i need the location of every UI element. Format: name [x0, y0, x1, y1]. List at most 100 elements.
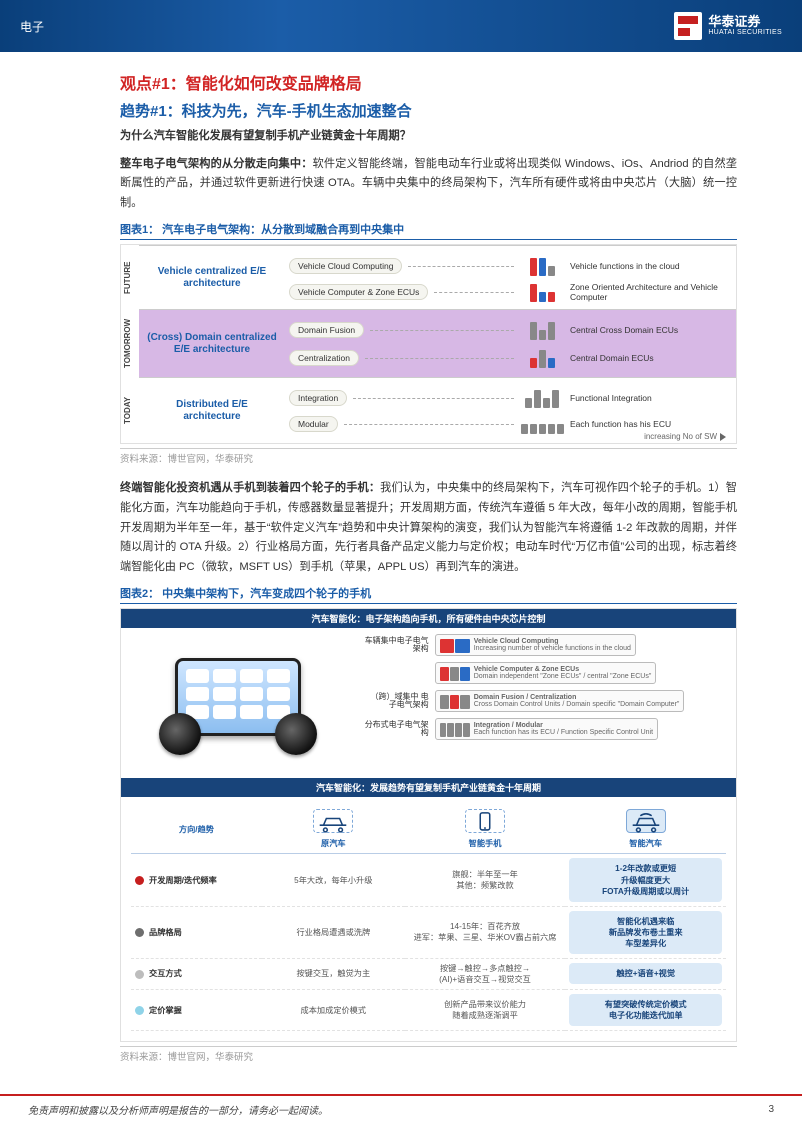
chart1-bubble: Domain Fusion [289, 322, 364, 338]
chart1-mini-icon [520, 256, 564, 276]
chart1-band-future: Vehicle centralized E/E architecture Veh… [139, 245, 736, 309]
table-row: 定价掌握成本加成定价模式创新产品带来议价能力随着成熟逐渐调平有望突破传统定价模式… [131, 989, 726, 1030]
smart-car-icon [626, 809, 666, 833]
section-title-viewpoint: 观点#1：智能化如何改变品牌格局 [120, 70, 737, 94]
table-cell: 交互方式 [131, 958, 262, 989]
carphone-icon [153, 653, 323, 753]
chart1-spacer [353, 398, 514, 399]
table-cell: 按键交互，触觉为主 [262, 958, 405, 989]
table-cell: 创新产品带来议价能力随着成熟逐渐调平 [405, 989, 566, 1030]
header-brand: 华泰证券 HUATAI SECURITIES [674, 12, 782, 40]
figure2-midbar: 汽车智能化：发展趋势有望复制手机产业链黄金十年周期 [121, 778, 736, 797]
ur-cn-label: （跨）域集中 电子电气架构 [363, 693, 435, 711]
report-header: 电子 华泰证券 HUATAI SECURITIES [0, 0, 802, 52]
figure1-chart-ee-architecture: FUTURE TOMORROW TODAY Vehicle centralize… [120, 244, 737, 444]
chart1-mini-icon [520, 282, 564, 302]
lead-question-bold: 为什么汽车智能化发展有望复制手机产业链黄金十年周期？ [120, 130, 411, 142]
table-header: 智能手机 [405, 805, 566, 854]
figure2-source: 资料来源：博世官网，华泰研究 [120, 1046, 737, 1063]
brand-cn: 华泰证券 [708, 15, 782, 29]
brand-en: HUATAI SECURITIES [708, 29, 782, 37]
chart1-row: Centralization Central Domain ECUs [289, 348, 730, 368]
figure2-carphone-illustration [121, 628, 355, 778]
para-arch-bold: 整车电子电气架构的从分散走向集中： [120, 158, 313, 170]
ur-row: （跨）域集中 电子电气架构 Domain Fusion / Centraliza… [363, 690, 728, 712]
chart1-spacer [344, 424, 514, 425]
chart1-arch-today: Distributed E/E architecture [147, 399, 277, 423]
chart1-mini-icon [520, 348, 564, 368]
chart1-band-tomorrow: (Cross) Domain centralized E/E architect… [139, 309, 736, 377]
table-cell: 旗舰：半年至一年其他：频繁改款 [405, 854, 566, 906]
table-cell: 智能化机遇来临新品牌发布卷土重来车型差异化 [565, 906, 726, 958]
table-header: 方向/趋势 [131, 805, 262, 854]
ur-row: 车辆集中电子电气架构 Vehicle Cloud ComputingIncrea… [363, 634, 728, 656]
chart1-spacer [408, 266, 514, 267]
figure2-topbar: 汽车智能化：电子架构趋向手机，所有硬件由中央芯片控制 [121, 609, 736, 628]
table-cell: 14-15年：百花齐放进军：苹果、三星、华米OV霸占前六席 [405, 906, 566, 958]
chart1-row: Domain Fusion Central Cross Domain ECUs [289, 320, 730, 340]
table-row: 交互方式按键交互，触觉为主按键→触控→多点触控→(AI)+语音交互→视觉交互触控… [131, 958, 726, 989]
figure2-comparison-table: 方向/趋势 原汽车 智能手机 智能汽车 [131, 805, 726, 1031]
table-cell: 有望突破传统定价模式电子化功能迭代加单 [565, 989, 726, 1030]
chart1-rlabel: Each function has his ECU [570, 419, 730, 429]
chart1-mini-icon [520, 320, 564, 340]
para-terminal-rest: 我们认为，中央集中的终局架构下，汽车可视作四个轮子的手机。1）智能化方面，汽车功… [120, 482, 737, 572]
table-cell: 1-2年改款或更短升级幅度更大FOTA升级周期或以周计 [565, 854, 726, 906]
figure1-source: 资料来源：博世官网，华泰研究 [120, 448, 737, 465]
figure2-upper: 车辆集中电子电气架构 Vehicle Cloud ComputingIncrea… [121, 628, 736, 778]
chart1-arch-future: Vehicle centralized E/E architecture [147, 266, 277, 290]
table-cell: 定价掌握 [131, 989, 262, 1030]
chart1-row: Integration Functional Integration [289, 388, 730, 408]
chart1-row: Modular Each function has his ECU [289, 414, 730, 434]
table-header-row: 方向/趋势 原汽车 智能手机 智能汽车 [131, 805, 726, 854]
chart1-bubble: Vehicle Cloud Computing [289, 258, 402, 274]
chart1-spacer [370, 330, 514, 331]
brand-text: 华泰证券 HUATAI SECURITIES [708, 15, 782, 37]
page-footer: 免责声明和披露以及分析师声明是报告的一部分，请务必一起阅读。 3 [0, 1094, 802, 1117]
car-icon [313, 809, 353, 833]
chart1-band-today: Distributed E/E architecture Integration… [139, 377, 736, 443]
brand-logo-icon [674, 12, 702, 40]
figure2-lower: 方向/趋势 原汽车 智能手机 智能汽车 [121, 797, 736, 1041]
table-header: 智能汽车 [565, 805, 726, 854]
chart1-bubble: Vehicle Computer & Zone ECUs [289, 284, 428, 300]
chart1-mini-icon [520, 414, 564, 434]
chart1-rlabel: Zone Oriented Architecture and Vehicle C… [570, 282, 730, 302]
chart1-bubble: Integration [289, 390, 347, 406]
chart1-rlabel: Central Cross Domain ECUs [570, 325, 730, 335]
figure2-upper-right: 车辆集中电子电气架构 Vehicle Cloud ComputingIncrea… [355, 628, 736, 778]
chart1-arch-tomorrow: (Cross) Domain centralized E/E architect… [147, 332, 277, 356]
table-cell: 成本加成定价模式 [262, 989, 405, 1030]
para-terminal: 终端智能化投资机遇从手机到装着四个轮子的手机：我们认为，中央集中的终局架构下，汽… [120, 479, 737, 577]
chart1-rlabel: Functional Integration [570, 393, 730, 403]
table-cell: 触控+语音+视觉 [565, 958, 726, 989]
chart1-rlabel: Vehicle functions in the cloud [570, 261, 730, 271]
para-terminal-bold: 终端智能化投资机遇从手机到装着四个轮子的手机： [120, 482, 380, 494]
page-number: 3 [768, 1098, 774, 1115]
table-cell: 行业格局遭遇或洗牌 [262, 906, 405, 958]
section-title-trend: 趋势#1：科技为先，汽车-手机生态加速整合 [120, 100, 737, 121]
page-body: 观点#1：智能化如何改变品牌格局 趋势#1：科技为先，汽车-手机生态加速整合 为… [0, 52, 802, 1063]
phone-icon [465, 809, 505, 833]
table-row: 开发周期/迭代频率5年大改，每年小升级旗舰：半年至一年其他：频繁改款1-2年改款… [131, 854, 726, 906]
table-cell: 5年大改，每年小升级 [262, 854, 405, 906]
table-row: 品牌格局行业格局遭遇或洗牌14-15年：百花齐放进军：苹果、三星、华米OV霸占前… [131, 906, 726, 958]
lead-question: 为什么汽车智能化发展有望复制手机产业链黄金十年周期？ [120, 127, 737, 147]
ur-cn-label: 分布式电子电气架构 [363, 721, 435, 739]
chart1-row: Vehicle Computer & Zone ECUs Zone Orient… [289, 282, 730, 302]
table-header: 原汽车 [262, 805, 405, 854]
chart1-spacer [434, 292, 514, 293]
para-arch: 整车电子电气架构的从分散走向集中：软件定义智能终端，智能电动车行业或将出现类似 … [120, 155, 737, 214]
figure1-caption: 图表1： 汽车电子电气架构：从分散到域融合再到中央集中 [120, 221, 737, 240]
chart1-row: Vehicle Cloud Computing Vehicle function… [289, 256, 730, 276]
ur-cn-label: 车辆集中电子电气架构 [363, 637, 435, 655]
header-category: 电子 [20, 18, 44, 35]
chart1-mini-icon [520, 388, 564, 408]
chart1-rlabel: Central Domain ECUs [570, 353, 730, 363]
footer-disclaimer: 免责声明和披露以及分析师声明是报告的一部分，请务必一起阅读。 [28, 1096, 328, 1117]
table-cell: 开发周期/迭代频率 [131, 854, 262, 906]
arrow-right-icon [720, 433, 726, 441]
ur-row: 分布式电子电气架构 Integration / ModularEach func… [363, 718, 728, 740]
figure2-caption: 图表2： 中央集中架构下，汽车变成四个轮子的手机 [120, 585, 737, 604]
chart1-increasing-label: increasing No of SW [644, 432, 726, 441]
